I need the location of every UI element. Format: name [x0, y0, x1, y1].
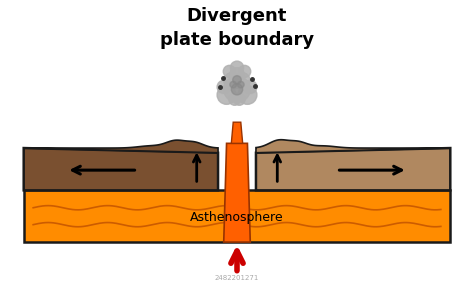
Circle shape [237, 81, 244, 88]
Polygon shape [24, 140, 218, 153]
Circle shape [230, 81, 237, 88]
Text: Divergent: Divergent [187, 7, 287, 25]
Polygon shape [24, 148, 218, 190]
Circle shape [224, 72, 241, 89]
Polygon shape [224, 143, 250, 242]
Circle shape [229, 68, 245, 83]
Circle shape [224, 76, 250, 102]
Circle shape [231, 84, 243, 95]
Circle shape [234, 94, 245, 105]
Circle shape [238, 65, 251, 78]
Circle shape [217, 80, 230, 94]
Polygon shape [231, 122, 243, 143]
Polygon shape [256, 148, 450, 190]
Circle shape [233, 76, 241, 84]
Circle shape [229, 94, 240, 105]
Circle shape [244, 80, 257, 94]
Circle shape [223, 65, 236, 78]
Circle shape [238, 85, 257, 104]
Circle shape [230, 61, 244, 74]
Bar [24, 190, 450, 242]
Text: 2482201271: 2482201271 [215, 275, 259, 281]
Text: Asthenosphere: Asthenosphere [190, 211, 284, 224]
Circle shape [217, 85, 236, 104]
Polygon shape [256, 140, 450, 153]
Text: plate boundary: plate boundary [160, 30, 314, 49]
Circle shape [233, 72, 250, 89]
